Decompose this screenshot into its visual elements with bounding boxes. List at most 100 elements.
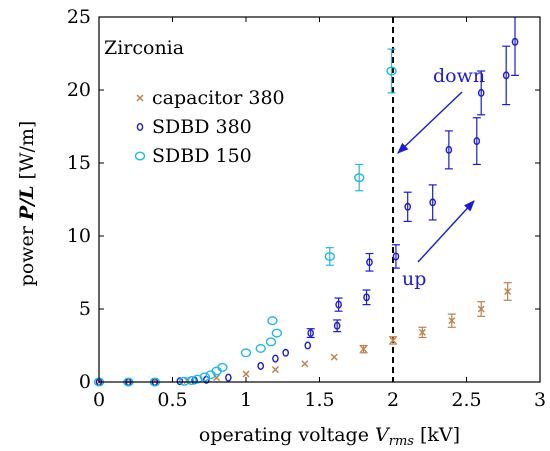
data-point [192,374,203,384]
marker-circle [271,328,283,338]
chart-labels: 0 0.5 1 1.5 2 2.5 3 0 5 10 15 20 25 operating voltage… [16,6,546,449]
y-tick-label: 0 [79,371,91,393]
x-tick-label: 2 [387,389,399,411]
marker-circle [272,354,279,363]
y-tick-label: 25 [67,6,91,28]
x-tick-label: 0.5 [157,389,187,411]
data-point [386,48,397,94]
data-point [257,361,265,370]
data-point [418,326,427,339]
marker-circle [386,66,397,76]
marker-circle [136,122,144,131]
marker-cross [418,328,426,336]
data-point [428,184,437,221]
data-point [324,247,335,266]
legend-label: capacitor 380 [152,87,285,109]
material-label: Zirconia [104,37,184,59]
marker-circle [511,37,519,46]
legend: capacitor 380 SDBD 380 SDBD 150 [134,87,285,167]
marker-circle [282,348,289,357]
data-point [271,328,283,338]
x-axis-label: operating voltage Vrms [kV] [199,424,460,449]
chart-axes [98,16,541,383]
marker-circle [265,337,277,347]
marker-cross [389,336,397,344]
data-point [271,366,279,374]
data-point [359,344,368,354]
marker-cross [271,366,279,374]
marker-circle [366,258,373,267]
data-point [362,289,371,306]
marker-circle [199,372,211,382]
marker-cross [301,360,309,368]
marker-cross [136,94,144,102]
legend-label: SDBD 380 [152,116,252,138]
marker-cross [242,370,250,378]
data-point [306,328,315,339]
data-point [186,376,197,386]
data-point [503,282,512,301]
x-tick-label: 2.5 [451,389,481,411]
x-tick-label: 3 [534,389,546,411]
marker-circle [335,300,342,309]
data-point [179,376,190,386]
data-point [240,348,252,358]
data-point [267,316,278,326]
marker-circle [257,361,265,370]
data-point [282,348,289,357]
marker-circle [333,321,341,330]
y-tick-label: 20 [67,79,91,101]
data-point [389,336,397,345]
data-point [447,313,456,328]
marker-circle [225,373,232,382]
data-point [217,362,228,372]
data-point [403,191,412,222]
data-point [265,337,277,347]
y-tick-label: 5 [79,298,91,320]
marker-cross [448,317,456,325]
y-tick-label: 15 [67,152,91,174]
data-point [444,130,453,170]
data-point [472,117,481,166]
data-point [301,360,309,368]
marker-circle [353,173,365,183]
data-point [353,163,365,192]
data-point [365,252,374,272]
marker-circle [186,376,197,386]
data-point [334,297,343,312]
marker-circle [267,316,278,326]
marker-circle [192,374,203,384]
marker-circle [134,151,146,161]
x-tick-label: 1 [240,389,252,411]
marker-circle [179,376,190,386]
marker-circle [404,202,412,211]
y-axis-label: power P/L [W/m] [16,121,38,287]
arrow-up [417,200,475,263]
data-point [199,372,211,382]
data-point [391,244,400,269]
series-capacitor-380 [95,282,512,386]
legend-item: capacitor 380 [136,87,285,109]
x-tick-label: 1.5 [304,389,334,411]
marker-circle [392,252,400,261]
marker-cross [330,353,338,361]
marker-circle [176,377,184,386]
marker-circle [324,251,335,261]
arrow-down [397,91,463,154]
legend-item: SDBD 150 [134,145,252,167]
legend-item: SDBD 380 [136,116,252,138]
data-point [304,341,312,350]
data-point [333,319,342,333]
data-point [225,373,232,382]
data-point [242,370,250,378]
marker-circle [307,329,314,338]
marker-circle [240,348,252,358]
data-point [477,301,486,317]
x-tick-label: 0 [93,389,105,411]
marker-cross [360,345,368,353]
annotation-up: up [402,268,426,290]
marker-circle [502,71,510,80]
marker-cross [477,305,485,313]
marker-circle [473,137,481,146]
